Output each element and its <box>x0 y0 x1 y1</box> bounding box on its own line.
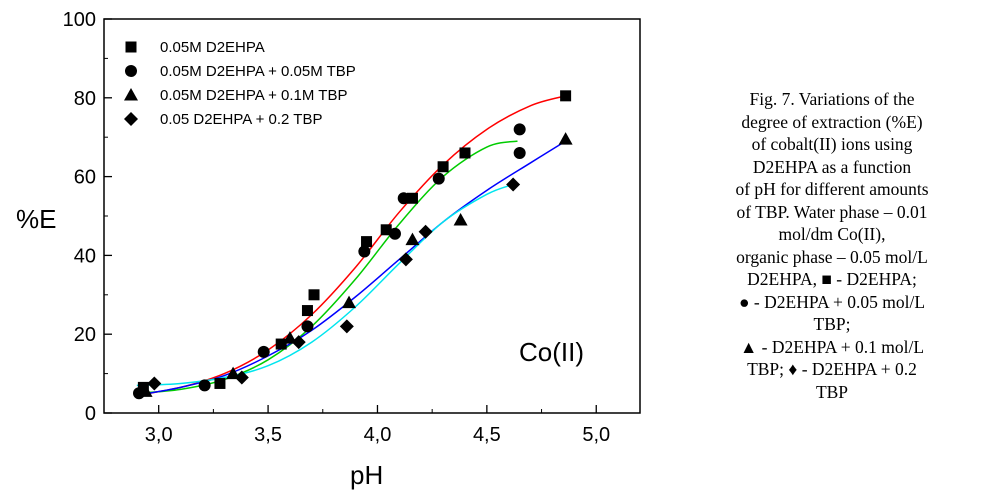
caption-line: TBP <box>815 381 849 402</box>
data-point-triangle <box>453 212 468 226</box>
caption-line: of TBP. Water phase – 0.01 <box>736 201 928 222</box>
fit-curves <box>136 95 567 397</box>
data-point-square <box>214 377 226 389</box>
caption-line: mol/dm Co(II), <box>778 224 886 244</box>
fit-curve-2 <box>136 140 518 395</box>
data-point-square <box>301 305 313 317</box>
caption-line: Fig. 7. Variations of the <box>749 89 915 109</box>
data-point-square <box>437 161 449 173</box>
y-tick-label: 80 <box>74 88 96 110</box>
legend-label: 0.05 D2EHPA + 0.2 TBP <box>160 111 322 128</box>
fit-curve-3 <box>136 140 567 397</box>
data-point-square <box>137 381 149 393</box>
data-point-circle <box>358 245 371 258</box>
data-point-circle <box>388 227 401 240</box>
data-point-square <box>380 224 392 236</box>
data-point-circle <box>397 192 410 205</box>
caption-line: D2EHPA, ■ - D2EHPA; <box>747 269 917 289</box>
fit-curve-1 <box>136 95 566 397</box>
fit-curve-4 <box>136 183 514 387</box>
caption-line: of cobalt(II) ions using <box>751 134 913 154</box>
legend-label: 0.05M D2EHPA + 0.05M TBP <box>160 63 356 80</box>
data-point-square <box>275 338 287 350</box>
data-point-triangle <box>342 295 357 309</box>
caption-line: degree of extraction (%E) <box>741 111 923 132</box>
legend-marker-square <box>125 41 137 53</box>
data-point-circle <box>513 146 526 159</box>
x-tick-label: 4,5 <box>473 424 501 446</box>
y-axis-label: %E <box>16 204 56 234</box>
data-point-square <box>361 236 373 248</box>
data-point-circle <box>513 123 526 136</box>
data-point-square <box>560 90 572 102</box>
data-point-diamond <box>147 376 162 391</box>
data-point-diamond <box>506 177 521 192</box>
data-point-triangle <box>138 384 153 397</box>
y-tick-label: 60 <box>74 167 96 189</box>
figure-caption: Fig. 7. Variations of the degree of extra… <box>682 88 982 403</box>
y-tick-label: 100 <box>63 9 96 31</box>
x-axis-label: pH <box>350 460 383 490</box>
caption-line: ● - D2EHPA + 0.05 mol/L <box>738 291 926 312</box>
data-markers <box>133 90 573 400</box>
data-point-diamond <box>398 252 413 267</box>
x-tick-label: 3,0 <box>145 424 173 446</box>
data-point-square <box>459 147 471 159</box>
chart-annotation: Co(II) <box>519 337 584 367</box>
x-tick-label: 4,0 <box>364 424 392 446</box>
data-point-diamond <box>339 319 354 334</box>
caption-line: D2EHPA as a function <box>752 156 912 177</box>
x-tick-label: 5,0 <box>582 424 610 446</box>
data-point-circle <box>198 379 211 392</box>
x-tick-label: 3,5 <box>254 424 282 446</box>
legend-label: 0.05M D2EHPA + 0.1M TBP <box>160 87 347 104</box>
legend-label: 0.05M D2EHPA <box>160 39 265 56</box>
axis-ticks: 3,0 3,5 4,0 4,5 5,0 0 20 40 60 80 100 <box>63 9 611 446</box>
data-point-triangle <box>405 232 420 246</box>
data-point-square <box>308 289 320 301</box>
caption-line: organic phase – 0.05 mol/L <box>736 246 928 267</box>
caption-line: TBP; <box>813 314 851 334</box>
data-point-diamond <box>291 335 306 350</box>
legend: 0.05M D2EHPA 0.05M D2EHPA + 0.05M TBP 0.05… <box>124 39 356 128</box>
y-tick-label: 40 <box>74 245 96 267</box>
chart: 3,0 3,5 4,0 4,5 5,0 0 20 40 60 80 100 0.05M D2EHPA… <box>16 9 641 490</box>
data-point-square <box>406 192 418 204</box>
data-point-circle <box>301 320 314 333</box>
data-point-diamond <box>418 224 433 239</box>
legend-marker-diamond <box>124 112 138 126</box>
legend-marker-triangle <box>124 88 138 101</box>
caption-line: ▲ - D2EHPA + 0.1 mol/L <box>739 336 925 357</box>
data-point-circle <box>257 345 270 358</box>
caption-line: TBP; ♦ - D2EHPA + 0.2 <box>747 359 917 379</box>
data-point-circle <box>432 172 445 185</box>
y-tick-label: 0 <box>85 403 96 425</box>
y-tick-label: 20 <box>74 324 96 346</box>
data-point-diamond <box>234 370 249 385</box>
legend-marker-circle <box>125 65 137 77</box>
caption-line: of pH for different amounts <box>735 179 929 199</box>
data-point-triangle <box>558 132 573 145</box>
